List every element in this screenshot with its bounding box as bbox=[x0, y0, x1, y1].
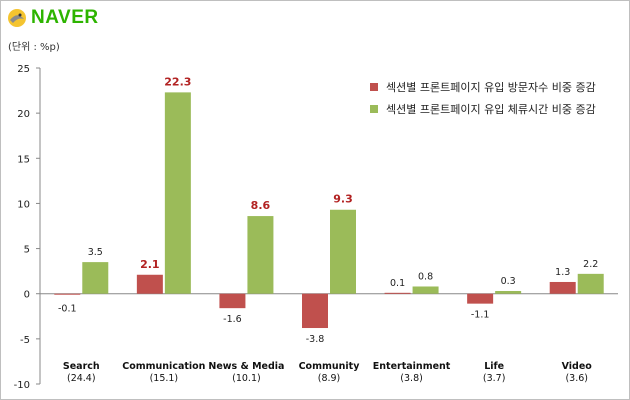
y-tick-label: -5 bbox=[20, 335, 30, 346]
x-category-label: Entertainment bbox=[373, 361, 451, 372]
x-category-label: Communication bbox=[122, 361, 205, 372]
legend-item-dwell-time: 섹션별 프론트페이지 유입 체류시간 비중 증감 bbox=[370, 98, 596, 120]
legend-swatch-visitors bbox=[370, 83, 378, 91]
x-category-label: Community bbox=[299, 361, 361, 372]
y-tick-label: 25 bbox=[17, 64, 30, 75]
data-label: 9.3 bbox=[333, 193, 353, 206]
bar-visitors bbox=[54, 293, 81, 295]
bar-visitors bbox=[467, 293, 494, 304]
x-category-share: (15.1) bbox=[150, 373, 179, 384]
data-label: 8.6 bbox=[251, 199, 271, 212]
data-label: 0.1 bbox=[390, 278, 405, 289]
x-category-share: (3.7) bbox=[483, 373, 506, 384]
bar-dwell-time bbox=[82, 262, 109, 294]
x-category-share: (3.8) bbox=[400, 373, 423, 384]
chart-legend: 섹션별 프론트페이지 유입 방문자수 비중 증감 섹션별 프론트페이지 유입 체… bbox=[370, 76, 596, 120]
bar-visitors bbox=[302, 293, 328, 329]
y-tick-label: 15 bbox=[17, 154, 30, 165]
bar-dwell-time bbox=[412, 286, 439, 294]
data-label: 2.1 bbox=[140, 258, 160, 271]
x-category-label: Video bbox=[562, 361, 593, 372]
data-label: 3.5 bbox=[88, 247, 103, 258]
y-tick-label: -10 bbox=[14, 380, 30, 391]
x-category-label: News & Media bbox=[208, 361, 284, 372]
x-category-share: (10.1) bbox=[232, 373, 261, 384]
x-category-share: (3.6) bbox=[565, 373, 588, 384]
naver-logo: NAVER bbox=[6, 6, 99, 30]
legend-label-dwell-time: 섹션별 프론트페이지 유입 체류시간 비중 증감 bbox=[386, 103, 596, 116]
bar-visitors bbox=[384, 292, 411, 294]
bar-dwell-time bbox=[164, 92, 191, 294]
bar-dwell-time bbox=[577, 273, 604, 294]
bar-visitors bbox=[219, 293, 246, 309]
bar-dwell-time bbox=[330, 209, 356, 294]
y-tick-label: 0 bbox=[24, 290, 30, 301]
data-label: -1.6 bbox=[223, 314, 242, 325]
y-tick-label: 5 bbox=[24, 245, 30, 256]
legend-swatch-dwell-time bbox=[370, 105, 378, 113]
data-label: 1.3 bbox=[555, 267, 570, 278]
data-label: -3.8 bbox=[306, 334, 325, 345]
brand-name: NAVER bbox=[31, 7, 99, 28]
y-tick-label: 20 bbox=[17, 109, 30, 120]
data-label: -0.1 bbox=[58, 304, 77, 315]
x-category-share: (8.9) bbox=[318, 373, 341, 384]
bar-visitors bbox=[549, 281, 576, 294]
y-tick-label: 10 bbox=[17, 199, 30, 210]
data-label: 22.3 bbox=[164, 75, 191, 88]
data-label: -1.1 bbox=[471, 310, 490, 321]
legend-item-visitors: 섹션별 프론트페이지 유입 방문자수 비중 증감 bbox=[370, 76, 596, 98]
x-category-share: (24.4) bbox=[67, 373, 96, 384]
data-label: 0.8 bbox=[418, 271, 433, 282]
naver-bird-icon bbox=[8, 9, 26, 27]
bar-dwell-time bbox=[495, 291, 522, 294]
bar-dwell-time bbox=[247, 216, 274, 294]
legend-label-visitors: 섹션별 프론트페이지 유입 방문자수 비중 증감 bbox=[386, 81, 596, 94]
x-category-label: Life bbox=[484, 361, 504, 372]
data-label: 0.3 bbox=[501, 276, 516, 287]
bar-visitors bbox=[136, 274, 163, 294]
data-label: 2.2 bbox=[583, 259, 598, 270]
x-category-label: Search bbox=[63, 361, 100, 372]
unit-label: (단위 : %p) bbox=[8, 42, 60, 53]
